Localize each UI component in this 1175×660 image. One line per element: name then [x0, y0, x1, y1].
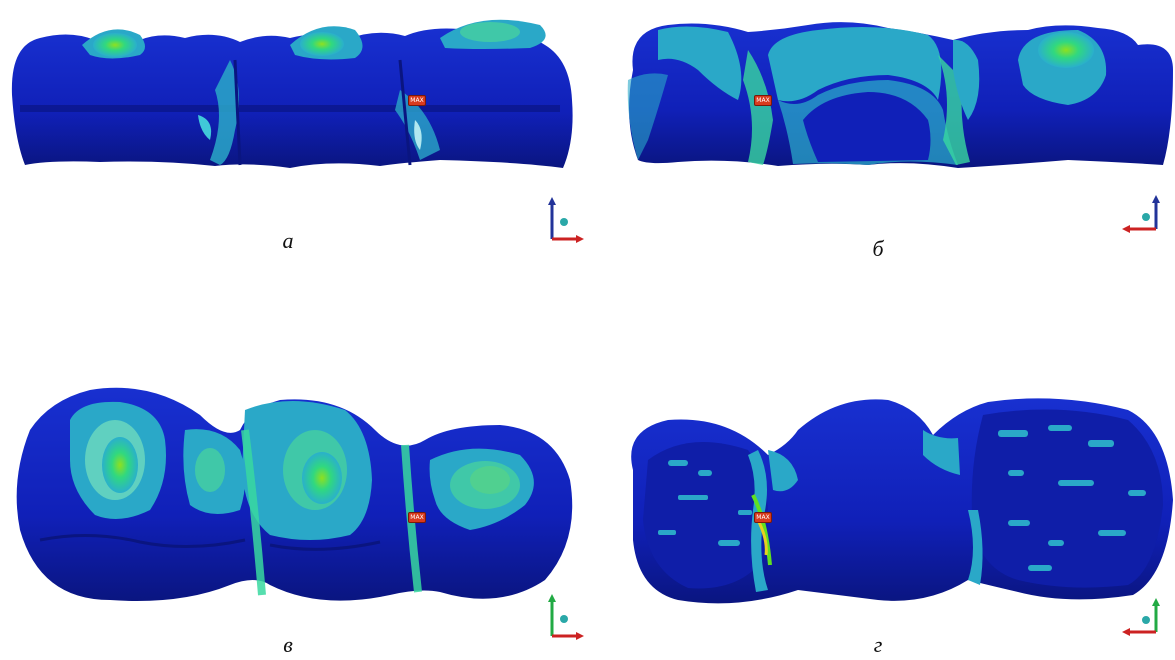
axis-triad-icon	[1122, 195, 1160, 233]
axis-triad-icon	[548, 594, 584, 640]
axis-triad-icon	[1122, 598, 1160, 636]
panel-c: MAX в	[0, 330, 585, 660]
fem-model-occlusal-view	[16, 387, 573, 601]
panel-d: MAX г	[588, 330, 1173, 660]
fem-model-side-view	[11, 19, 573, 168]
max-probe-marker: MAX	[754, 95, 772, 106]
panel-d-caption: г	[873, 632, 883, 657]
panel-a: MAX а	[0, 0, 585, 330]
fem-model-side-view	[627, 22, 1173, 169]
max-probe-marker: MAX	[754, 512, 772, 523]
panel-b-caption: б	[872, 236, 884, 261]
fem-model-bottom-view	[631, 398, 1173, 604]
axis-triad-icon	[548, 197, 584, 243]
max-probe-marker: MAX	[408, 512, 426, 523]
panel-a-caption: а	[282, 228, 294, 253]
panel-b: MAX б	[588, 0, 1173, 330]
panel-c-caption: в	[283, 632, 293, 657]
max-probe-marker: MAX	[408, 95, 426, 106]
